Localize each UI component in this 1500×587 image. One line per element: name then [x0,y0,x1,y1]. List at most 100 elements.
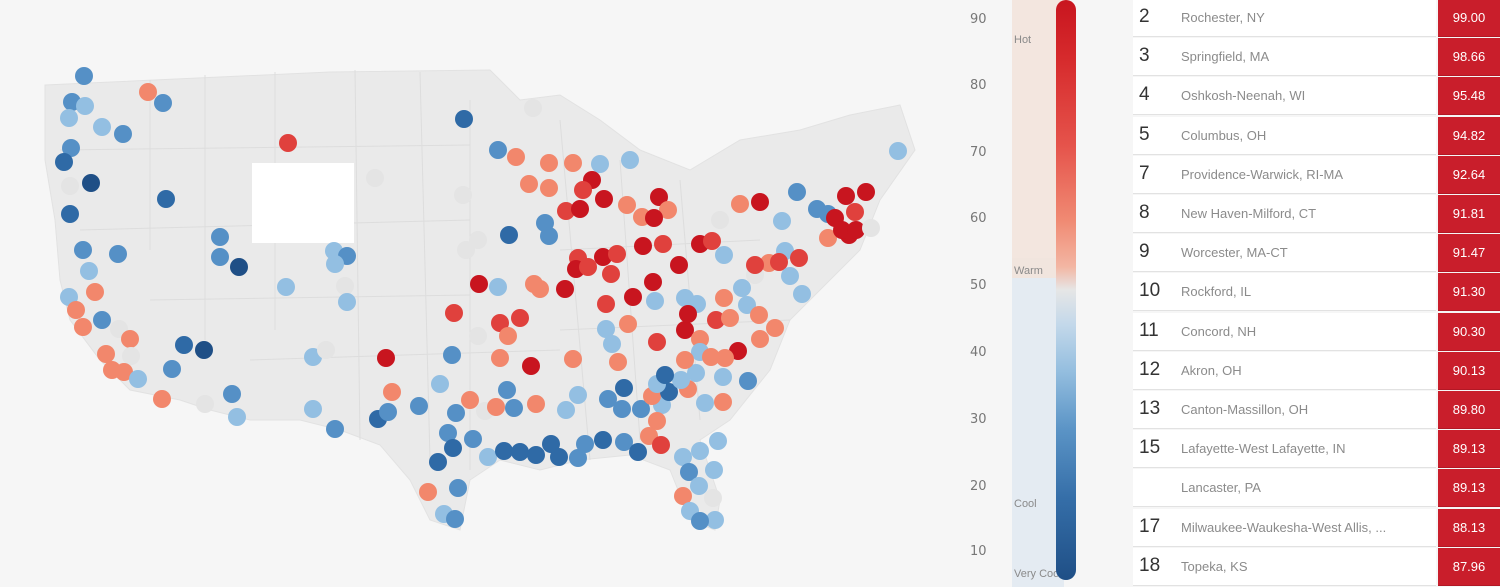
city-dot[interactable] [439,424,457,442]
city-dot[interactable] [790,249,808,267]
city-dot[interactable] [60,109,78,127]
city-dot[interactable] [495,442,513,460]
city-dot[interactable] [646,292,664,310]
city-dot[interactable] [707,311,725,329]
city-dot[interactable] [733,279,751,297]
city-dot[interactable] [223,385,241,403]
table-row[interactable]: 13 Canton-Massillon, OH 89.80 [1131,391,1500,429]
city-dot[interactable] [556,280,574,298]
table-row[interactable]: 5 Columbus, OH 94.82 [1131,116,1500,155]
city-dot[interactable] [154,94,172,112]
city-dot[interactable] [479,448,497,466]
city-dot[interactable] [624,288,642,306]
city-dot[interactable] [498,381,516,399]
city-dot[interactable] [511,309,529,327]
city-dot[interactable] [691,512,709,530]
city-dot[interactable] [86,283,104,301]
city-dot[interactable] [326,255,344,273]
city-dot[interactable] [228,408,246,426]
city-dot[interactable] [690,477,708,495]
city-dot[interactable] [527,395,545,413]
city-dot[interactable] [862,219,880,237]
city-dot[interactable] [847,221,865,239]
city-dot[interactable] [676,321,694,339]
map-svg[interactable] [0,0,950,587]
city-dot[interactable] [507,148,525,166]
city-dot[interactable] [703,232,721,250]
city-dot[interactable] [645,209,663,227]
city-dot[interactable] [491,314,509,332]
table-row[interactable]: 12 Akron, OH 90.13 [1131,351,1500,390]
city-dot[interactable] [619,315,637,333]
city-dot[interactable] [129,370,147,388]
city-dot[interactable] [542,435,560,453]
city-dot[interactable] [731,195,749,213]
table-row[interactable]: 17 Milwaukee-Waukesha-West Allis, ... 88.1… [1131,508,1500,547]
city-dot[interactable] [770,253,788,271]
city-dot[interactable] [277,278,295,296]
city-dot[interactable] [304,400,322,418]
city-dot[interactable] [632,400,650,418]
city-dot[interactable] [336,277,354,295]
city-dot[interactable] [648,333,666,351]
city-dot[interactable] [419,483,437,501]
city-dot[interactable] [569,386,587,404]
city-dot[interactable] [211,248,229,266]
city-dot[interactable] [489,278,507,296]
city-dot[interactable] [491,349,509,367]
city-dot[interactable] [819,229,837,247]
city-dot[interactable] [196,395,214,413]
city-dot[interactable] [889,142,907,160]
city-dot[interactable] [674,487,692,505]
city-dot[interactable] [74,318,92,336]
city-dot[interactable] [326,420,344,438]
city-dot[interactable] [714,368,732,386]
city-dot[interactable] [55,153,73,171]
us-metro-map[interactable] [0,0,950,587]
city-dot[interactable] [500,226,518,244]
city-dot[interactable] [706,511,724,529]
city-dot[interactable] [687,364,705,382]
city-dot[interactable] [499,327,517,345]
city-dot[interactable] [576,435,594,453]
city-dot[interactable] [591,155,609,173]
city-dot[interactable] [443,346,461,364]
city-dot[interactable] [751,193,769,211]
city-dot[interactable] [464,430,482,448]
city-dot[interactable] [746,256,764,274]
city-dot[interactable] [595,190,613,208]
city-dot[interactable] [615,379,633,397]
table-row[interactable]: 3 Springfield, MA 98.66 [1131,38,1500,77]
city-dot[interactable] [680,463,698,481]
city-dot[interactable] [457,241,475,259]
city-dot[interactable] [644,273,662,291]
city-dot[interactable] [80,262,98,280]
city-dot[interactable] [793,285,811,303]
city-dot[interactable] [788,183,806,201]
city-dot[interactable] [525,275,543,293]
city-dot[interactable] [454,186,472,204]
table-row[interactable]: 4 Oshkosh-Neenah, WI 95.48 [1131,77,1500,116]
legend-gradient-bar[interactable] [1056,0,1076,580]
city-dot[interactable] [837,187,855,205]
table-row[interactable]: 11 Concord, NH 90.30 [1131,312,1500,351]
city-dot[interactable] [579,258,597,276]
city-dot[interactable] [338,293,356,311]
city-dot[interactable] [82,174,100,192]
city-dot[interactable] [609,353,627,371]
table-row[interactable]: 18 Topeka, KS 87.96 [1131,547,1500,586]
city-dot[interactable] [557,202,575,220]
city-dot[interactable] [383,383,401,401]
table-row[interactable]: 9 Worcester, MA-CT 91.47 [1131,234,1500,273]
city-dot[interactable] [705,461,723,479]
city-dot[interactable] [115,363,133,381]
city-dot[interactable] [62,139,80,157]
city-dot[interactable] [153,390,171,408]
city-dot[interactable] [163,360,181,378]
city-dot[interactable] [629,443,647,461]
city-dot[interactable] [520,175,538,193]
city-dot[interactable] [122,347,140,365]
city-dot[interactable] [470,275,488,293]
city-dot[interactable] [670,256,688,274]
city-dot[interactable] [74,241,92,259]
